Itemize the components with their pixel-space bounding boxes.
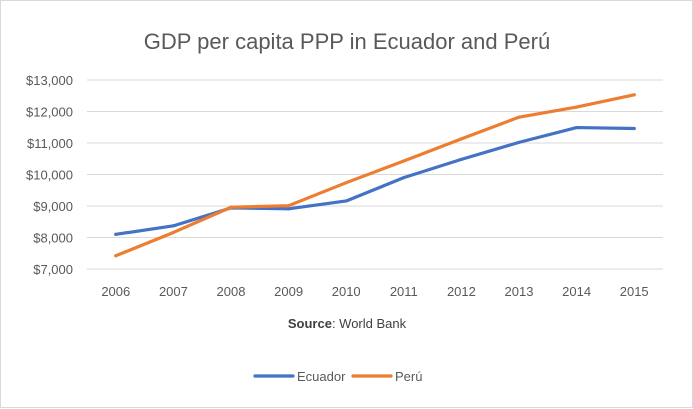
series-lines bbox=[114, 93, 636, 258]
source-text: : World Bank bbox=[332, 316, 407, 331]
legend: Ecuador Perú bbox=[253, 369, 422, 384]
x-axis-ticks: 2006 2007 2008 2009 2010 2011 2012 2013 2014 2015 bbox=[101, 284, 648, 299]
x-tick-label: 2013 bbox=[505, 284, 534, 299]
y-tick-label: $11,000 bbox=[27, 136, 73, 151]
data-point-perú bbox=[632, 93, 636, 97]
data-point-ecuador bbox=[344, 199, 348, 203]
source-note: Source: World Bank bbox=[288, 316, 407, 331]
data-point-ecuador bbox=[517, 140, 521, 144]
data-point-perú bbox=[229, 205, 233, 209]
x-tick-label: 2012 bbox=[447, 284, 476, 299]
x-tick-label: 2006 bbox=[101, 284, 130, 299]
data-point-ecuador bbox=[287, 207, 291, 211]
data-point-perú bbox=[575, 105, 579, 109]
series-line-perú bbox=[114, 93, 636, 258]
data-point-ecuador bbox=[114, 232, 118, 236]
data-point-ecuador bbox=[459, 157, 463, 161]
data-point-perú bbox=[517, 115, 521, 119]
y-tick-label: $12,000 bbox=[26, 105, 73, 120]
x-tick-label: 2014 bbox=[562, 284, 591, 299]
data-point-perú bbox=[459, 137, 463, 141]
source-label: Source bbox=[288, 316, 332, 331]
data-point-ecuador bbox=[575, 125, 579, 130]
data-point-ecuador bbox=[632, 126, 636, 131]
x-tick-label: 2008 bbox=[217, 284, 246, 299]
x-tick-label: 2010 bbox=[332, 284, 361, 299]
chart-title: GDP per capita PPP in Ecuador and Perú bbox=[144, 29, 550, 54]
x-tick-label: 2011 bbox=[390, 284, 418, 299]
data-point-perú bbox=[114, 254, 118, 258]
y-tick-label: $13,000 bbox=[26, 73, 73, 88]
y-axis-ticks: $7,000 $8,000 $9,000 $10,000 $11,000 $12,000 $… bbox=[26, 73, 73, 277]
x-tick-label: 2009 bbox=[274, 284, 303, 299]
data-point-perú bbox=[287, 204, 291, 208]
data-point-perú bbox=[344, 181, 348, 185]
series-line-ecuador bbox=[114, 125, 636, 236]
data-point-perú bbox=[171, 230, 175, 235]
y-tick-label: $10,000 bbox=[26, 168, 73, 183]
data-point-ecuador bbox=[402, 176, 406, 180]
y-tick-label: $8,000 bbox=[33, 231, 73, 246]
legend-label-ecuador: Ecuador bbox=[297, 369, 346, 384]
legend-label-perú: Perú bbox=[395, 369, 422, 384]
y-tick-label: $9,000 bbox=[33, 199, 73, 214]
gridlines bbox=[87, 79, 663, 270]
data-point-perú bbox=[402, 159, 406, 163]
x-tick-label: 2015 bbox=[620, 284, 649, 299]
data-point-ecuador bbox=[171, 224, 175, 228]
y-tick-label: $7,000 bbox=[33, 262, 73, 277]
x-tick-label: 2007 bbox=[159, 284, 188, 299]
